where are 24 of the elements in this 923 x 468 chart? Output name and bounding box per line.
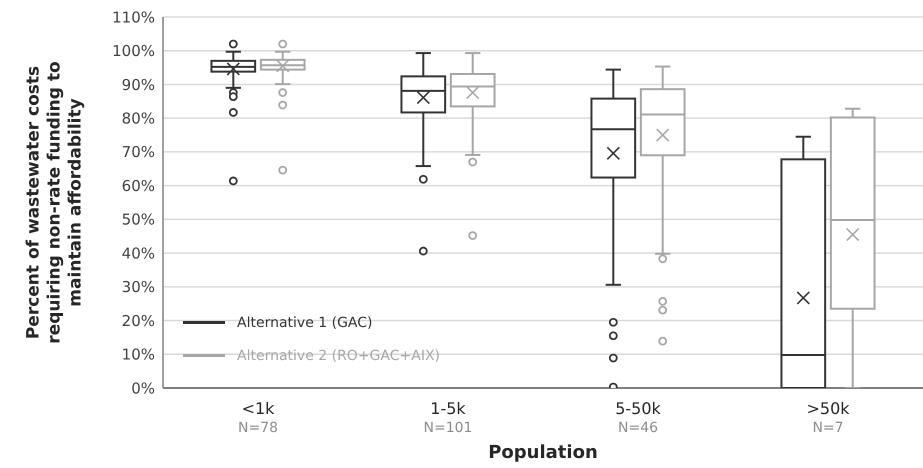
y-tick-label: 0% <box>131 379 155 398</box>
y-tick-label: 10% <box>122 346 155 364</box>
y-tick-label: 90% <box>122 76 155 94</box>
x-tick-label: <1k <box>242 399 276 418</box>
y-tick-label: 100% <box>112 42 155 60</box>
y-tick-label: 50% <box>122 210 155 229</box>
y-tick-label: 70% <box>122 143 155 162</box>
text: N=46 <box>618 420 658 436</box>
text: N=7 <box>812 420 844 436</box>
y-tick-label: 60% <box>122 176 155 195</box>
y-tick-label: 40% <box>122 244 155 262</box>
legend-label: Alternative 2 (RO+GAC+AIX) <box>237 348 440 364</box>
x-tick-label: >50k <box>806 399 850 418</box>
y-tick-label: 30% <box>122 278 155 296</box>
y-tick-label: 110% <box>112 8 155 26</box>
x-tick-label: 1-5k <box>430 399 466 418</box>
text: N=101 <box>424 420 472 436</box>
y-tick-label: 80% <box>122 110 155 128</box>
y-axis-title: Percent of wastewater costs requiring non-rate funding to maintain affordability <box>24 60 86 346</box>
x-axis-title: Population <box>488 442 598 463</box>
text: N=78 <box>238 420 278 436</box>
x-tick-label: 5-50k <box>615 399 662 418</box>
y-tick-label: 20% <box>122 312 155 330</box>
legend-label: Alternative 1 (GAC) <box>237 314 372 330</box>
